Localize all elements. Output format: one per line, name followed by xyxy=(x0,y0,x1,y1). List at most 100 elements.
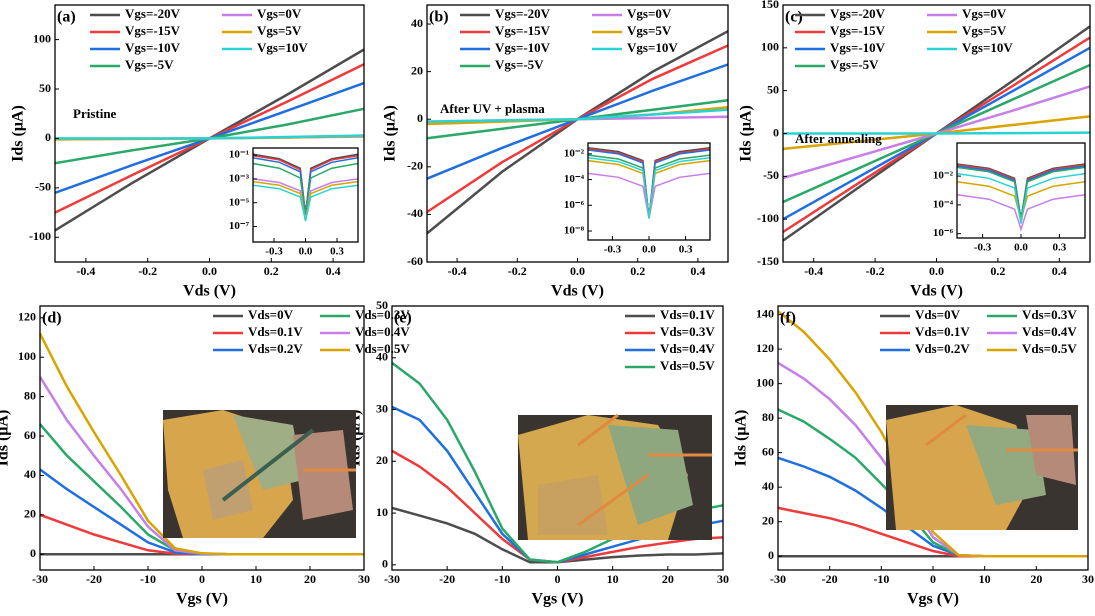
x-tick-label: -0.4 xyxy=(804,264,823,278)
inset-background xyxy=(253,148,358,242)
y-tick-label: -60 xyxy=(407,254,423,268)
y-tick-label: -50 xyxy=(35,180,51,194)
y-tick-label: 60 xyxy=(24,428,36,442)
series-line xyxy=(956,194,1086,232)
y-tick-label: 10⁻³ xyxy=(229,172,250,184)
y-axis-title: Ids (μA) xyxy=(0,410,12,467)
y-tick-label: 20 xyxy=(376,453,388,467)
x-tick-label: -20 xyxy=(86,572,102,586)
legend-label: Vds=0.1V xyxy=(660,307,715,322)
y-tick-label: 100 xyxy=(33,31,51,45)
y-axis-title: Ids (μA) xyxy=(382,105,399,162)
legend-label: Vgs=10V xyxy=(627,40,678,55)
y-tick-label: 100 xyxy=(761,40,779,54)
x-tick-label: -0.2 xyxy=(138,264,157,278)
x-tick-label: 20 xyxy=(304,572,316,586)
x-tick-label: 0.0 xyxy=(570,264,585,278)
y-tick-label: 0 xyxy=(30,546,36,560)
legend-label: Vds=0.5V xyxy=(1022,341,1077,356)
legend-label: Vds=0.3V xyxy=(355,307,410,322)
panel-label: (f) xyxy=(780,310,796,327)
panel-label: (d) xyxy=(42,310,62,327)
legend-label: Vds=0.4V xyxy=(1022,324,1077,339)
y-tick-label: 120 xyxy=(18,310,36,324)
y-tick-label: 40 xyxy=(24,467,36,481)
x-axis-title: Vgs (V) xyxy=(176,591,228,608)
y-tick-label: -100 xyxy=(757,211,779,225)
x-tick-label: -0.4 xyxy=(76,264,95,278)
legend-label: Vgs=0V xyxy=(257,6,302,21)
x-tick-label: -30 xyxy=(384,572,400,586)
legend-label: Vgs=-5V xyxy=(495,57,544,72)
y-tick-label: 10⁻⁴ xyxy=(564,173,585,185)
x-tick-label: 0.4 xyxy=(1052,264,1067,278)
legend-label: Vds=0.2V xyxy=(915,341,970,356)
y-tick-label: 30 xyxy=(376,401,388,415)
series-line xyxy=(252,184,359,222)
y-tick-label: 10⁻⁴ xyxy=(933,198,954,210)
y-tick-label: 60 xyxy=(762,444,774,458)
panel-label: (e) xyxy=(394,310,412,327)
y-tick-label: 0 xyxy=(45,130,51,144)
legend-label: Vgs=0V xyxy=(627,6,672,21)
legend-label: Vgs=-15V xyxy=(125,23,181,38)
legend-label: Vgs=-20V xyxy=(495,6,551,21)
x-tick-label: 0.2 xyxy=(630,264,645,278)
series-line xyxy=(55,134,365,140)
legend-label: Vds=0V xyxy=(915,307,961,322)
x-tick-label: 0.3 xyxy=(679,244,693,256)
series-line xyxy=(956,172,1086,224)
y-tick-label: 10⁻⁷ xyxy=(229,220,250,232)
y-tick-label: 0 xyxy=(382,557,388,571)
x-tick-label: 0.4 xyxy=(326,264,341,278)
x-axis-title: Vds (V) xyxy=(910,283,963,300)
legend-label: Vgs=5V xyxy=(257,23,302,38)
panel-label: (c) xyxy=(785,9,803,26)
y-tick-label: -100 xyxy=(29,229,51,243)
x-tick-label: -20 xyxy=(822,572,838,586)
y-tick-label: 10⁻⁵ xyxy=(229,196,250,208)
y-tick-label: 0 xyxy=(768,548,774,562)
y-tick-label: 0 xyxy=(773,125,779,139)
x-tick-label: 0.3 xyxy=(1053,242,1067,254)
y-tick-label: 40 xyxy=(411,16,423,30)
x-tick-label: -20 xyxy=(439,572,455,586)
legend-label: Vds=0.1V xyxy=(915,324,970,339)
y-tick-label: 10⁻¹ xyxy=(229,149,249,161)
x-tick-label: -30 xyxy=(32,572,48,586)
x-tick-label: 0.3 xyxy=(330,246,344,258)
series-line xyxy=(252,162,359,215)
y-tick-label: 10 xyxy=(376,505,388,519)
inset-background xyxy=(588,143,710,240)
series-line xyxy=(783,131,1091,135)
y-tick-label: 0 xyxy=(417,111,423,125)
x-tick-label: 20 xyxy=(1030,572,1042,586)
series-line xyxy=(38,333,364,556)
x-tick-label: 0.2 xyxy=(264,264,279,278)
legend-label: Vgs=5V xyxy=(962,23,1007,38)
x-tick-label: -10 xyxy=(494,572,510,586)
y-tick-label: 80 xyxy=(762,410,774,424)
y-axis-title: Ids (μA) xyxy=(738,105,755,162)
annotation: After annealing xyxy=(795,131,882,146)
x-tick-label: 10 xyxy=(979,572,991,586)
x-tick-label: 0 xyxy=(555,572,561,586)
legend-label: Vds=0.4V xyxy=(355,324,410,339)
x-tick-label: 0.4 xyxy=(690,264,705,278)
legend-label: Vds=0.5V xyxy=(355,341,410,356)
y-tick-label: 10⁻⁸ xyxy=(564,225,585,237)
x-tick-label: -30 xyxy=(770,572,786,586)
panel-label: (a) xyxy=(57,9,76,26)
y-tick-label: 50 xyxy=(767,82,779,96)
series-line xyxy=(777,310,1088,558)
y-tick-label: -40 xyxy=(407,206,423,220)
legend-label: Vds=0.4V xyxy=(660,341,715,356)
y-tick-label: -20 xyxy=(407,159,423,173)
y-tick-label: 40 xyxy=(762,479,774,493)
legend-label: Vgs=-10V xyxy=(830,40,886,55)
x-tick-label: -10 xyxy=(140,572,156,586)
y-tick-label: -50 xyxy=(763,168,779,182)
legend-label: Vgs=10V xyxy=(257,40,308,55)
y-tick-label: 150 xyxy=(761,0,779,11)
